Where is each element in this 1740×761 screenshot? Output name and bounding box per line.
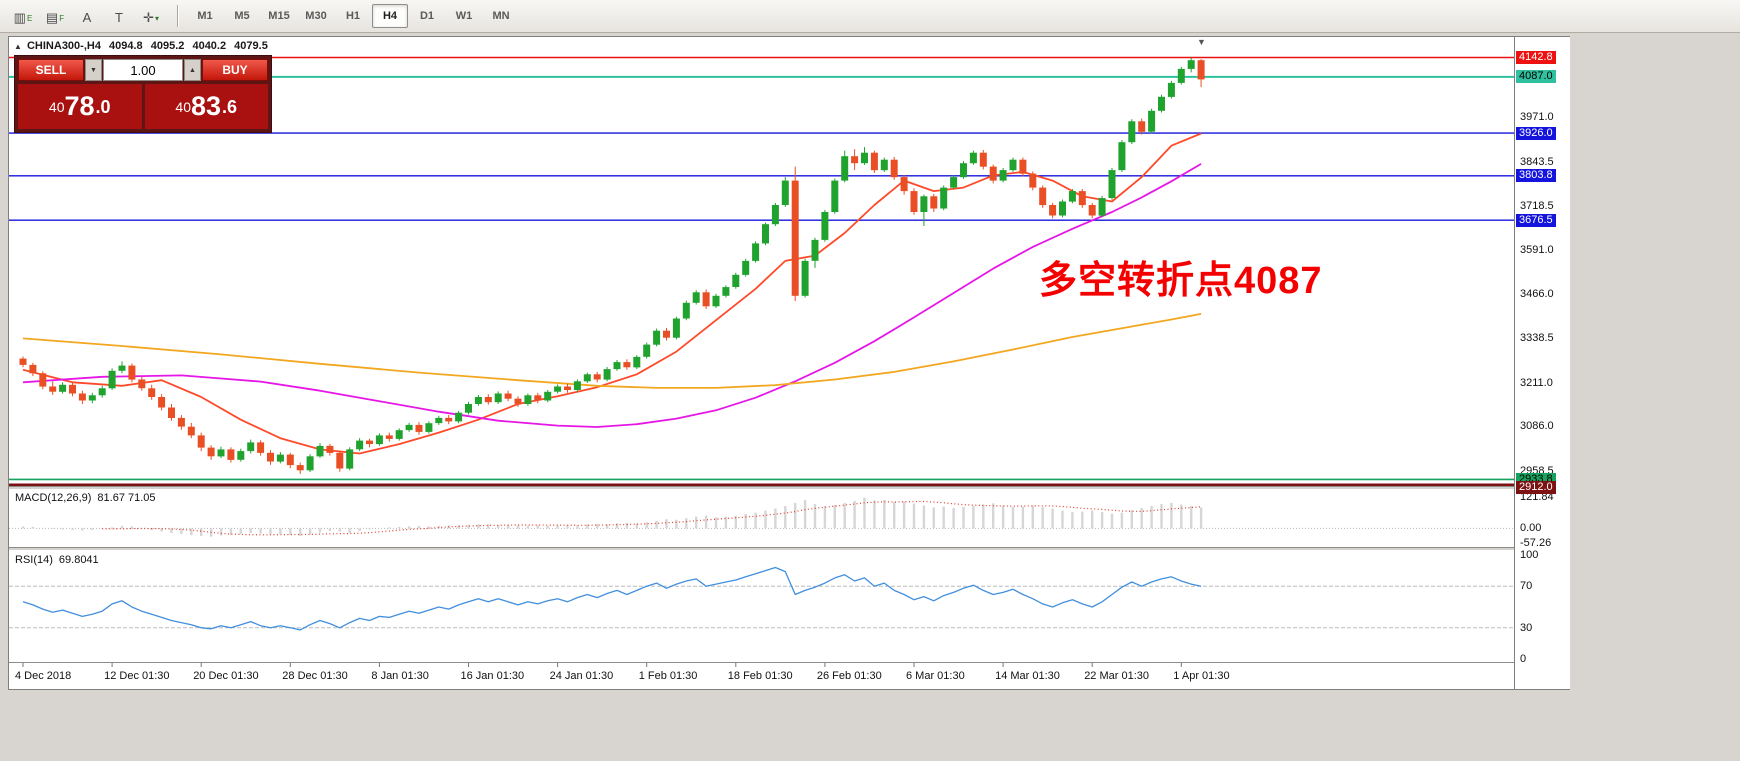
time-axis-label: 18 Feb 01:30 [728, 670, 793, 682]
symbol-ohlc-header: ▲ CHINA300-,H4 4094.8 4095.2 4040.2 4079… [14, 40, 273, 52]
time-axis-label: 4 Dec 2018 [15, 670, 71, 682]
moving-averages-layer [22, 132, 1202, 455]
timeframes-group: M1 M5 M15 M30 H1 H4 D1 W1 MN [187, 4, 520, 28]
chart-annotation-text: 多空转折点4087 [1039, 260, 1323, 302]
timeframe-button-M5[interactable]: M5 [234, 10, 250, 22]
price-badge[interactable]: 2912.0 [1516, 480, 1556, 494]
chart-shift-marker[interactable]: ▼ [1197, 37, 1206, 47]
macd-axis-label: 121.84 [1520, 491, 1554, 504]
macd-indicator-label: MACD(12,26,9) 81.67 71.05 [15, 492, 156, 504]
time-axis-labels[interactable]: 4 Dec 2018 12 Dec 01:30 20 Dec 01:30 28 Dec… [15, 663, 1230, 682]
price-tick: 3338.5 [1520, 332, 1554, 345]
ohlc-high: 4095.2 [150, 40, 185, 52]
ohlc-open: 4094.8 [109, 40, 143, 52]
sell-price-big: 78 [64, 91, 95, 121]
timeframe-button-W1[interactable]: W1 [455, 10, 473, 22]
timeframe-button-M30[interactable]: M30 [305, 10, 327, 22]
time-axis-label: 24 Jan 01:30 [550, 670, 614, 682]
rsi-axis-label: 0 [1520, 653, 1527, 665]
price-tick: 3466.0 [1520, 287, 1554, 300]
buy-price-frac: .6 [222, 96, 238, 117]
price-tick: 3591.0 [1520, 244, 1554, 257]
macd-layer [9, 497, 1514, 537]
macd-title: MACD(12,26,9) [15, 492, 92, 504]
symbol-period: CHINA300-,H4 [26, 40, 101, 52]
chart-tools-group: ▥ E ▤ F A T ✛ ▾ [8, 3, 168, 29]
ohlc-close: 4079.5 [234, 40, 268, 52]
window-expand-icon[interactable]: ▲ [14, 42, 22, 51]
rsi-axis-label: 70 [1520, 580, 1533, 593]
timeframe-button-H1[interactable]: H1 [345, 10, 361, 22]
time-axis-label: 22 Mar 01:30 [1084, 670, 1149, 682]
time-axis-label: 12 Dec 01:30 [104, 670, 169, 682]
price-chart[interactable]: 4 Dec 2018 12 Dec 01:30 20 Dec 01:30 28 Dec… [9, 37, 1514, 689]
price-badge[interactable]: 3803.8 [1516, 169, 1556, 183]
text-tool-icon[interactable]: T [115, 10, 123, 25]
rsi-value: 69.8041 [58, 554, 99, 566]
chart-window-icon[interactable]: ▥ E [13, 10, 33, 25]
candles-layer [19, 57, 1205, 474]
buy-price-big: 83 [191, 91, 222, 121]
buy-price-display[interactable]: 40 83.6 [144, 84, 268, 129]
volume-input[interactable] [103, 59, 183, 81]
price-badge[interactable]: 4142.8 [1516, 50, 1556, 64]
time-axis-label: 8 Jan 01:30 [371, 670, 429, 682]
timeframe-button-H4[interactable]: H4 [372, 4, 408, 28]
rsi-title: RSI(14) [15, 554, 53, 566]
time-axis-label: 14 Mar 01:30 [995, 670, 1060, 682]
time-axis-label: 1 Apr 01:30 [1173, 670, 1229, 682]
timeframe-button-MN[interactable]: MN [492, 10, 510, 22]
rsi-indicator-label: RSI(14) 69.8041 [15, 554, 99, 566]
indicator-list-icon[interactable]: ▤ F [45, 10, 65, 25]
time-axis-label: 20 Dec 01:30 [193, 670, 258, 682]
price-badge[interactable]: 3676.5 [1516, 213, 1556, 227]
timeframe-button-M1[interactable]: M1 [197, 10, 213, 22]
sell-price-frac: .0 [95, 96, 111, 117]
timeframe-button-M15[interactable]: M15 [268, 10, 290, 22]
chart-window: 4 Dec 2018 12 Dec 01:30 20 Dec 01:30 28 Dec… [8, 36, 1570, 690]
buy-price-small: 40 [175, 98, 191, 115]
volume-down-button[interactable]: ▼ [85, 59, 102, 81]
macd-axis-label: -57.26 [1520, 537, 1552, 550]
sell-price-display[interactable]: 40 78.0 [18, 84, 142, 129]
crosshair-tool-icon[interactable]: ✛ ▾ [143, 10, 159, 25]
price-tick: 3211.0 [1520, 376, 1553, 389]
macd-values: 81.67 71.05 [97, 492, 156, 504]
rsi-axis-label: 30 [1520, 621, 1533, 634]
time-axis-label: 26 Feb 01:30 [817, 670, 882, 682]
price-badge[interactable]: 4087.0 [1516, 70, 1556, 84]
toolbar-divider [177, 5, 178, 27]
rsi-axis-label: 100 [1520, 549, 1539, 561]
buy-button[interactable]: BUY [202, 59, 268, 81]
main-toolbar: ▥ E ▤ F A T ✛ ▾ M1 M5 M15 M30 H1 H4 D1 W1 MN [0, 0, 1740, 33]
timeframe-button-D1[interactable]: D1 [419, 10, 435, 22]
price-axis[interactable]: 3971.0 3843.5 3718.5 3591.0 3466.0 3338.5 3211… [1514, 37, 1570, 689]
volume-up-button[interactable]: ▲ [184, 59, 201, 81]
price-tick: 3843.5 [1520, 155, 1554, 168]
price-badge[interactable]: 3926.0 [1516, 126, 1556, 140]
rsi-layer [9, 566, 1514, 631]
price-tick: 3086.0 [1520, 420, 1554, 433]
ohlc-low: 4040.2 [192, 40, 227, 52]
time-axis-label: 28 Dec 01:30 [282, 670, 347, 682]
sell-price-small: 40 [48, 98, 65, 115]
sell-button[interactable]: SELL [18, 59, 84, 81]
price-tick: 3718.5 [1520, 199, 1554, 212]
time-axis-label: 1 Feb 01:30 [639, 670, 698, 682]
price-tick: 3971.0 [1520, 111, 1554, 124]
macd-axis-label: 0.00 [1520, 522, 1542, 535]
font-tool-icon[interactable]: A [82, 10, 92, 25]
time-axis-label: 6 Mar 01:30 [906, 670, 965, 682]
time-axis-label: 16 Jan 01:30 [461, 670, 525, 682]
